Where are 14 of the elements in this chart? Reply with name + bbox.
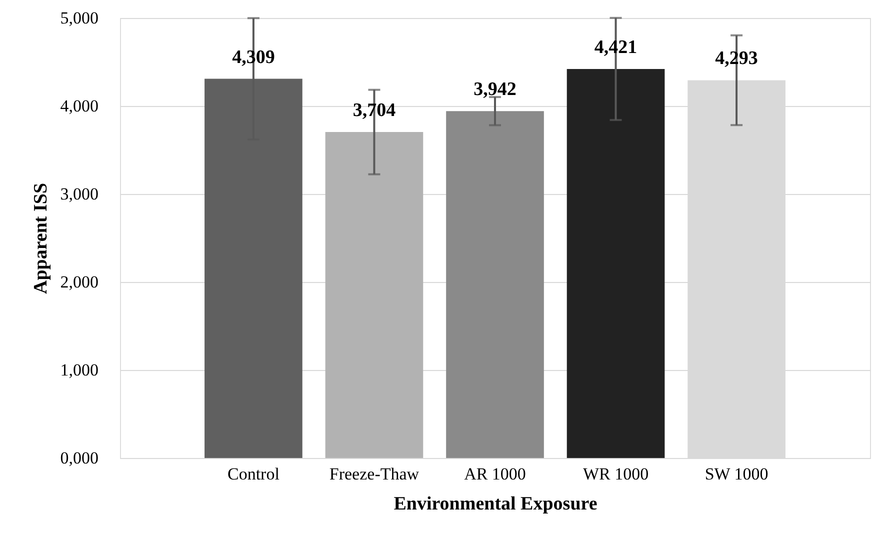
y-tick-label: 0,000 (60, 448, 98, 468)
data-label: 3,942 (474, 79, 516, 100)
x-tick-label: SW 1000 (704, 464, 768, 484)
y-axis-title: Apparent ISS (30, 182, 52, 294)
y-tick-label: 3,000 (60, 184, 98, 204)
y-tick-label: 5,000 (60, 8, 98, 28)
x-tick-label: AR 1000 (464, 464, 526, 484)
x-tick-label: WR 1000 (582, 464, 649, 484)
x-tick-label: Freeze-Thaw (329, 464, 420, 484)
x-axis-title: Environmental Exposure (394, 494, 598, 514)
y-tick-label: 1,000 (60, 360, 98, 380)
y-tick-label: 2,000 (60, 272, 98, 292)
y-tick-label: 4,000 (60, 96, 98, 116)
x-tick-label: Control (227, 464, 280, 484)
